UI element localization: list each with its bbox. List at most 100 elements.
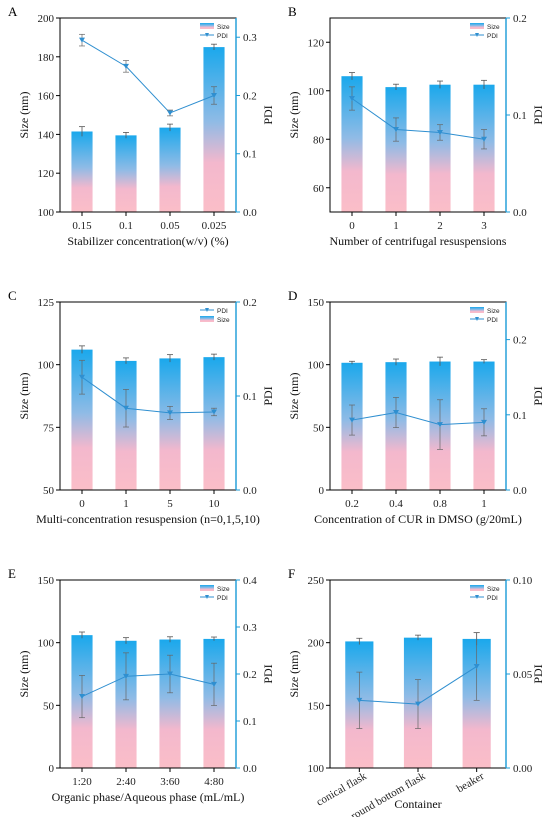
pdi-point [123,405,129,411]
y2-axis-label: PDI [531,105,545,124]
legend-label: Size [487,24,500,31]
x-tick-label: 0 [79,498,85,510]
x-tick-label: 5 [167,498,173,510]
y2-tick-label: 0.3 [243,32,257,44]
legend-label: Size [487,586,500,593]
size-bar [341,76,363,212]
y-tick-label: 100 [38,207,55,219]
pdi-point [437,129,443,135]
legend-label: Size [217,24,230,31]
pdi-point [211,92,217,98]
pdi-line [81,376,215,414]
legend-marker-pdi [205,33,209,37]
y-tick-label: 200 [38,13,55,25]
pdi-point [211,409,217,415]
panel-c: C 50 75 100 125 0.0 0.1 0.2 0 1 5 10 Multi-concentra… [8,288,275,526]
y2-tick-label: 0.0 [243,763,257,775]
y-axis-label: Size (nm) [287,651,301,698]
x-tick-label: 1 [123,498,129,510]
pdi-point [123,673,129,679]
size-bar [115,135,137,212]
size-bar [203,357,225,490]
y-tick-label: 60 [313,183,325,195]
panel-letter: C [8,288,17,303]
pdi-point [349,96,355,102]
legend-marker-pdi [205,308,209,312]
pdi-point [349,417,355,423]
y2-tick-label: 0.0 [243,207,257,219]
y2-tick-label: 0.2 [513,335,527,347]
size-bar [159,639,181,768]
y-tick-label: 120 [38,168,55,180]
y-axis-label: Size (nm) [17,373,31,420]
y-tick-label: 75 [43,422,55,434]
y-tick-label: 100 [308,360,325,372]
y-tick-label: 140 [38,129,55,141]
pdi-point [473,663,480,669]
x-tick-label: 0.8 [433,498,447,510]
y-tick-label: 50 [43,485,55,497]
size-bar [159,358,181,490]
legend-label: Size [487,308,500,315]
x-tick-label: 3 [481,220,487,232]
y-tick-label: 0 [319,485,325,497]
x-tick-label: 0.15 [72,220,92,232]
legend-swatch-size [200,316,214,322]
panel-letter: A [8,4,18,19]
pdi-point [415,701,421,707]
pdi-line [81,39,215,114]
size-bar [71,349,93,490]
x-tick-label: 0.1 [119,220,133,232]
legend-label: PDI [487,595,498,602]
x-axis-label: Concentration of CUR in DMSO (g/20mL) [314,512,522,526]
y2-tick-label: 0.1 [243,149,257,161]
y-tick-label: 160 [38,91,55,103]
y-tick-label: 125 [38,297,55,309]
legend-label: PDI [487,33,498,40]
y2-tick-label: 0.0 [513,207,527,219]
size-bar [115,640,137,768]
y2-tick-label: 0.2 [243,90,257,102]
y2-tick-label: 0.4 [243,575,257,587]
size-bar [429,84,451,212]
x-tick-label: 1:20 [72,776,92,788]
legend-label: PDI [217,595,228,602]
x-axis-label: Multi-concentration resuspension (n=0,1,… [36,512,260,526]
x-tick-label: 0.2 [345,498,359,510]
y2-tick-label: 0.00 [513,763,533,775]
legend-swatch-size [470,585,484,591]
y2-axis-label: PDI [261,105,275,124]
x-tick-label: 1 [393,220,399,232]
size-bar [159,127,181,212]
legend-marker-pdi [475,33,479,37]
legend-swatch-size [470,23,484,29]
x-axis-label: Organic phase/Aqueous phase (mL/mL) [52,790,245,804]
x-tick-label: 4:80 [204,776,224,788]
x-tick-label: 10 [209,498,221,510]
pdi-point [167,110,173,116]
panel-d: D 0 50 100 150 0.0 0.1 0.2 0.2 0.4 0.8 1 Concentrati… [287,288,545,526]
legend-marker-pdi [205,595,209,599]
y-tick-label: 80 [313,134,325,146]
x-tick-label: 2:40 [116,776,136,788]
pdi-point [437,422,443,428]
y2-tick-label: 0.0 [513,485,527,497]
panel-a: A 100 120 140 160 180 200 0.0 0.1 0.2 0.3 0.15 0.1 0.… [8,4,275,248]
panel-letter: F [288,566,295,581]
pdi-point [79,37,85,43]
legend-marker-pdi [475,595,479,599]
pdi-point [79,694,85,700]
y-axis-label: Size (nm) [17,92,31,139]
panel-b: B 60 80 100 120 0.0 0.1 0.2 0 1 2 3 Number of centri… [287,4,545,248]
y-axis-label: Size (nm) [287,373,301,420]
y2-tick-label: 0.1 [513,110,527,122]
size-bar [385,87,407,212]
pdi-point [123,63,129,69]
y-tick-label: 150 [308,297,325,309]
y-tick-label: 150 [38,575,55,587]
pdi-point [79,374,85,380]
pdi-point [356,697,363,703]
y2-tick-label: 0.2 [513,13,527,25]
y2-tick-label: 0.10 [513,575,533,587]
